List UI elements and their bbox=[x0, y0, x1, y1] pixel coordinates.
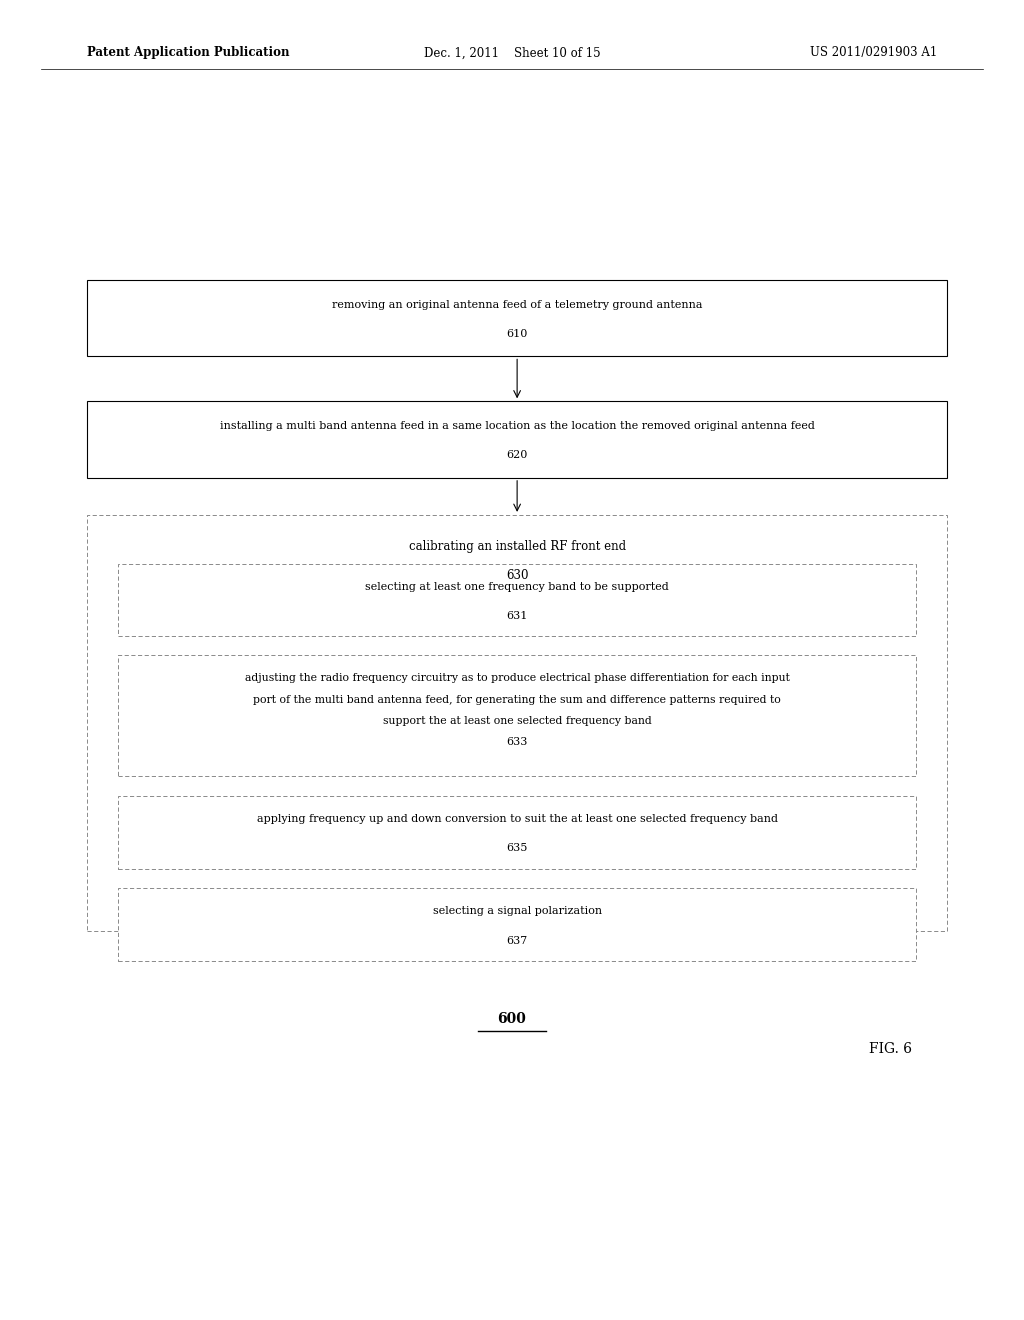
Text: 633: 633 bbox=[507, 737, 527, 747]
Text: FIG. 6: FIG. 6 bbox=[869, 1043, 912, 1056]
Text: removing an original antenna feed of a telemetry ground antenna: removing an original antenna feed of a t… bbox=[332, 300, 702, 310]
Text: selecting a signal polarization: selecting a signal polarization bbox=[432, 907, 602, 916]
Text: installing a multi band antenna feed in a same location as the location the remo: installing a multi band antenna feed in … bbox=[220, 421, 814, 432]
Text: Patent Application Publication: Patent Application Publication bbox=[87, 46, 290, 59]
Bar bbox=[118, 655, 916, 776]
Text: Dec. 1, 2011    Sheet 10 of 15: Dec. 1, 2011 Sheet 10 of 15 bbox=[424, 46, 600, 59]
Text: 631: 631 bbox=[507, 611, 527, 620]
Text: 620: 620 bbox=[507, 450, 527, 461]
Bar bbox=[87, 280, 947, 356]
Text: adjusting the radio frequency circuitry as to produce electrical phase different: adjusting the radio frequency circuitry … bbox=[245, 673, 790, 684]
Text: calibrating an installed RF front end: calibrating an installed RF front end bbox=[409, 540, 626, 553]
Text: support the at least one selected frequency band: support the at least one selected freque… bbox=[383, 715, 651, 726]
Text: 637: 637 bbox=[507, 936, 527, 945]
Text: 600: 600 bbox=[498, 1012, 526, 1026]
Bar bbox=[87, 515, 947, 931]
Bar bbox=[118, 796, 916, 869]
Text: 635: 635 bbox=[507, 843, 527, 853]
Text: selecting at least one frequency band to be supported: selecting at least one frequency band to… bbox=[366, 582, 669, 591]
Text: 630: 630 bbox=[506, 569, 528, 582]
Bar bbox=[118, 564, 916, 636]
Text: port of the multi band antenna feed, for generating the sum and difference patte: port of the multi band antenna feed, for… bbox=[253, 694, 781, 705]
Text: 610: 610 bbox=[507, 329, 527, 339]
Bar bbox=[118, 888, 916, 961]
Text: US 2011/0291903 A1: US 2011/0291903 A1 bbox=[810, 46, 937, 59]
Text: applying frequency up and down conversion to suit the at least one selected freq: applying frequency up and down conversio… bbox=[257, 814, 777, 824]
Bar bbox=[87, 401, 947, 478]
